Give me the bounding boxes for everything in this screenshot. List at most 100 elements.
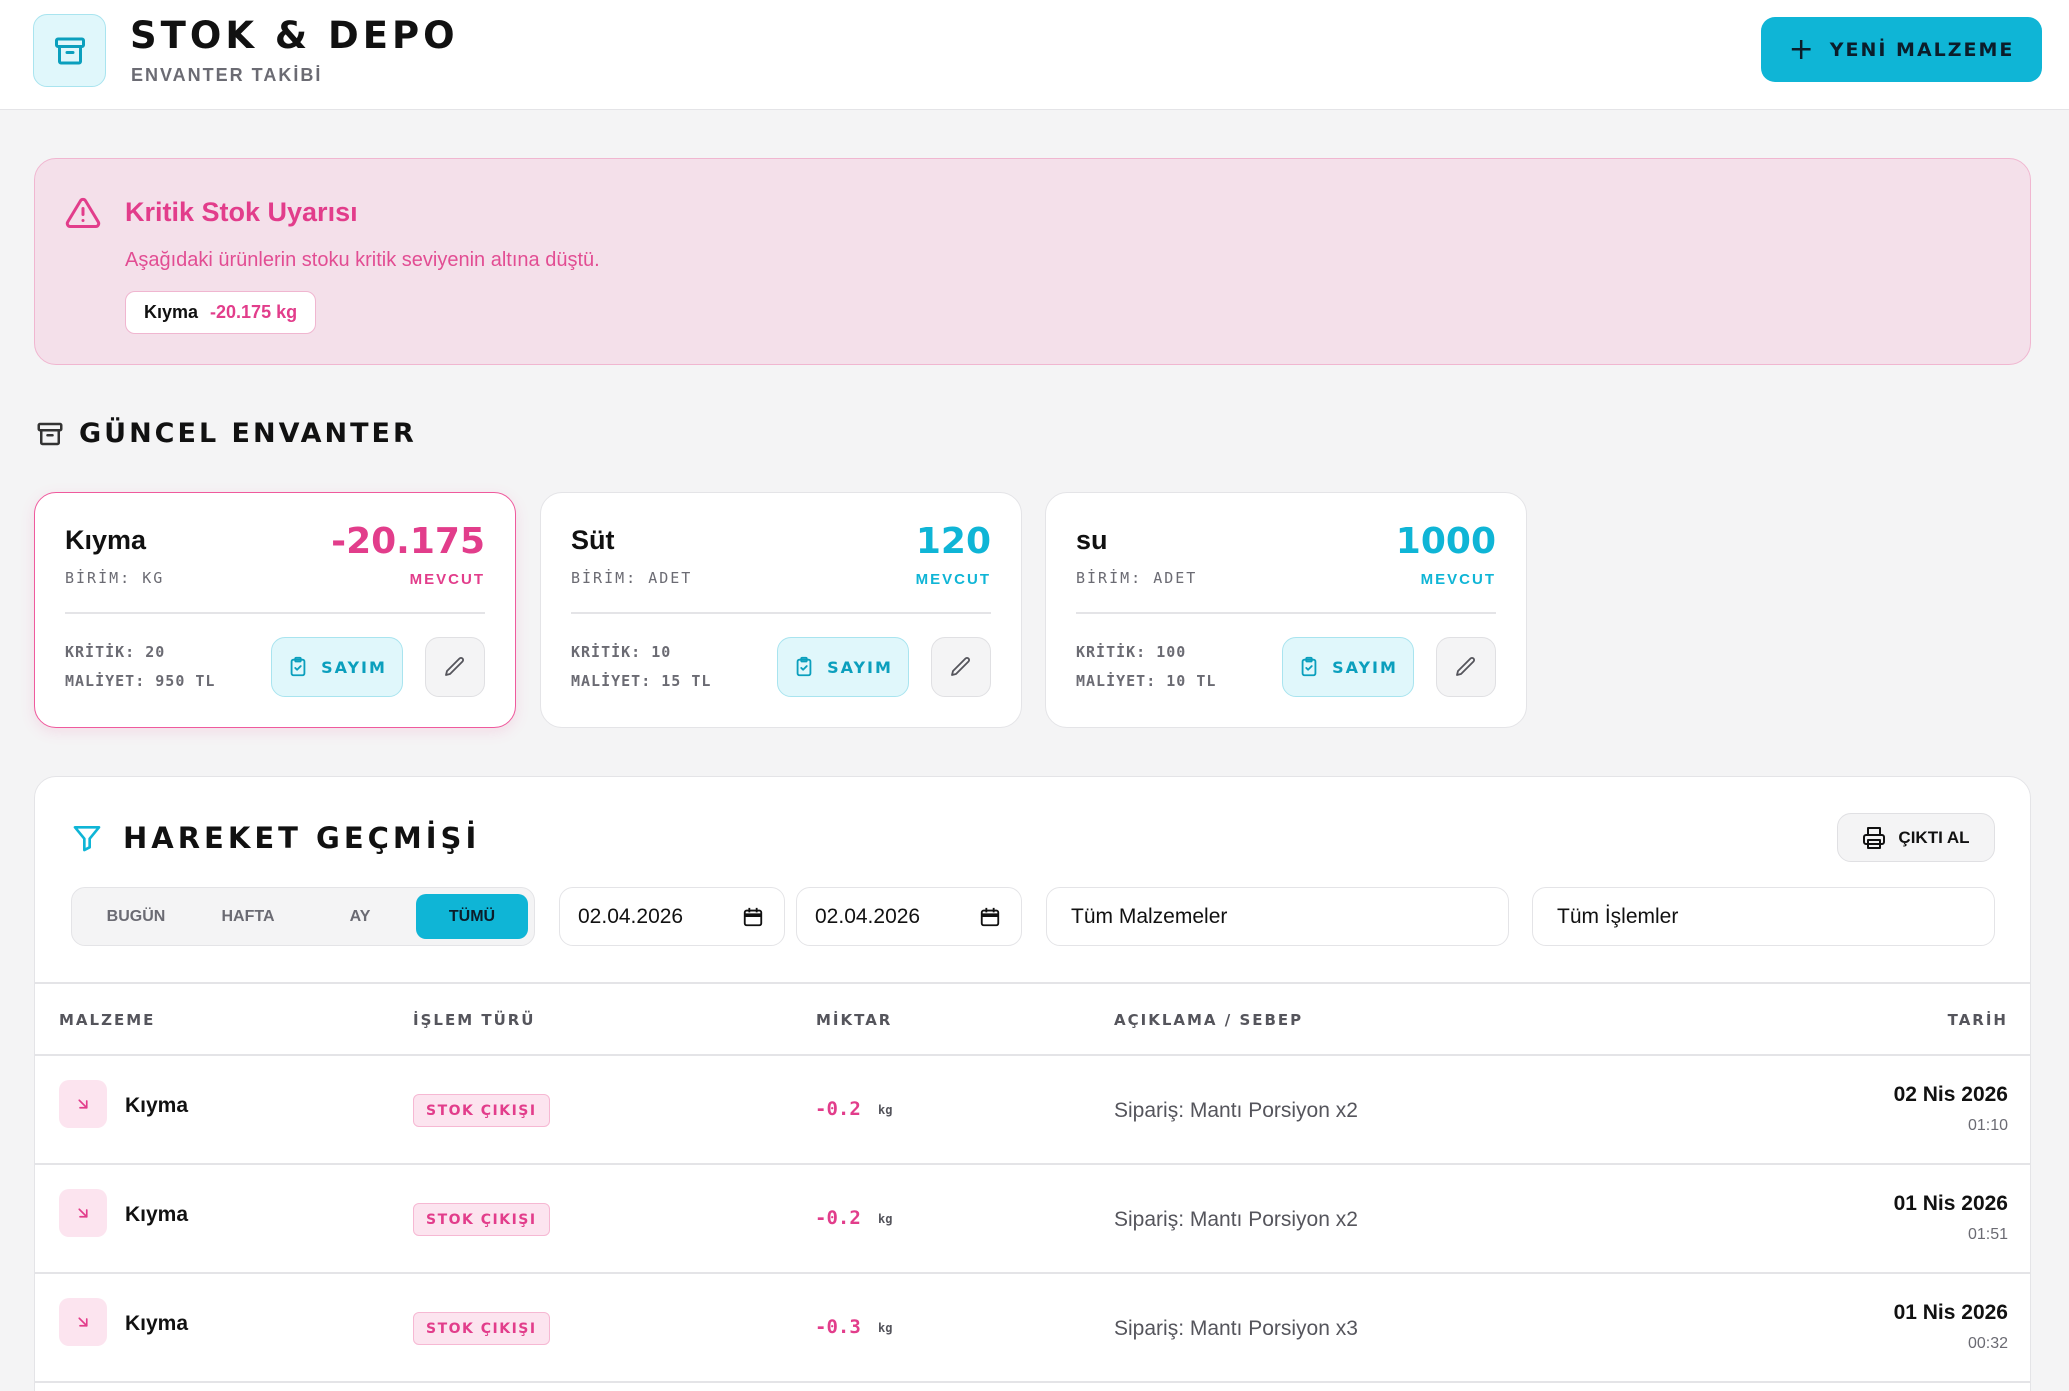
row-quantity-unit: kg xyxy=(878,1321,893,1335)
date-to-input[interactable]: 02.04.2026 xyxy=(796,887,1022,946)
row-divider xyxy=(35,1163,2030,1165)
print-button-label: ÇIKTI AL xyxy=(1898,827,1970,847)
card-name: Süt xyxy=(571,525,615,555)
edit-button[interactable] xyxy=(425,637,485,697)
arrow-down-right-icon xyxy=(59,1298,107,1346)
edit-button[interactable] xyxy=(1436,637,1496,697)
count-button-label: SAYIM xyxy=(827,657,893,677)
card-quantity: -20.175 xyxy=(331,521,485,562)
column-header-material: MALZEME xyxy=(59,1011,156,1029)
row-date: 02 Nis 2026 xyxy=(1893,1083,2008,1106)
period-selector: BUGÜN HAFTA AY TÜMÜ xyxy=(71,887,535,946)
card-unit: BİRİM: ADET xyxy=(571,569,693,587)
row-date: 01 Nis 2026 xyxy=(1893,1301,2008,1324)
card-quantity: 1000 xyxy=(1395,521,1496,562)
clipboard-check-icon xyxy=(796,656,812,677)
period-today[interactable]: BUGÜN xyxy=(106,907,166,925)
row-date: 01 Nis 2026 xyxy=(1893,1192,2008,1215)
count-button[interactable]: SAYIM xyxy=(777,637,909,697)
count-button-label: SAYIM xyxy=(1332,657,1398,677)
row-quantity-unit: kg xyxy=(878,1212,893,1226)
card-divider xyxy=(65,612,485,614)
row-quantity: -0.3 xyxy=(815,1316,861,1338)
row-divider xyxy=(35,1381,2030,1383)
date-to-value: 02.04.2026 xyxy=(815,904,921,928)
filter-icon xyxy=(73,826,101,852)
card-critical-level: KRİTİK: 20 xyxy=(65,643,166,661)
calendar-icon[interactable] xyxy=(979,906,1001,928)
inventory-card: su BİRİM: ADET 1000 MEVCUT KRİTİK: 100 M… xyxy=(1045,492,1527,728)
print-button[interactable]: ÇIKTI AL xyxy=(1837,813,1995,862)
alert-title: Kritik Stok Uyarısı xyxy=(125,197,358,227)
row-description: Sipariş: Mantı Porsiyon x2 xyxy=(1114,1099,1358,1122)
row-quantity: -0.2 xyxy=(815,1207,861,1229)
calendar-icon[interactable] xyxy=(742,906,764,928)
row-description: Sipariş: Mantı Porsiyon x2 xyxy=(1114,1208,1358,1231)
row-description: Sipariş: Mantı Porsiyon x3 xyxy=(1114,1317,1358,1340)
card-quantity: 120 xyxy=(915,521,991,562)
card-quantity-label: MEVCUT xyxy=(1420,571,1496,588)
new-material-button[interactable]: + YENİ MALZEME xyxy=(1761,17,2042,82)
printer-icon xyxy=(1863,826,1886,849)
card-critical-level: KRİTİK: 100 xyxy=(1076,643,1187,661)
operation-badge: STOK ÇIKIŞI xyxy=(413,1094,550,1127)
arrow-down-right-icon xyxy=(59,1080,107,1128)
row-material: Kıyma xyxy=(125,1203,189,1226)
period-all[interactable]: TÜMÜ xyxy=(416,894,528,939)
operation-filter-select[interactable]: Tüm İşlemler xyxy=(1532,887,1995,946)
app-subtitle: ENVANTER TAKİBİ xyxy=(131,65,323,85)
history-title: HAREKET GEÇMİŞİ xyxy=(123,821,481,855)
card-unit: BİRİM: KG xyxy=(65,569,165,587)
inventory-card: Süt BİRİM: ADET 120 MEVCUT KRİTİK: 10 MA… xyxy=(540,492,1022,728)
card-quantity-label: MEVCUT xyxy=(915,571,991,588)
operation-badge: STOK ÇIKIŞI xyxy=(413,1312,550,1345)
archive-icon xyxy=(37,422,63,445)
new-material-label: YENİ MALZEME xyxy=(1829,38,2015,61)
alert-item-value: -20.175 kg xyxy=(210,302,298,322)
column-header-operation: İŞLEM TÜRÜ xyxy=(413,1011,536,1029)
card-name: Kıyma xyxy=(65,525,147,555)
row-divider xyxy=(35,1272,2030,1274)
clipboard-check-icon xyxy=(290,656,306,677)
row-time: 00:32 xyxy=(1967,1335,2008,1352)
pencil-icon xyxy=(1456,657,1475,676)
alert-item-name: Kıyma xyxy=(144,302,199,322)
row-material: Kıyma xyxy=(125,1094,189,1117)
table-divider xyxy=(35,982,2030,984)
column-header-date: TARİH xyxy=(1947,1011,2008,1029)
card-divider xyxy=(1076,612,1496,614)
operation-badge: STOK ÇIKIŞI xyxy=(413,1203,550,1236)
period-week[interactable]: HAFTA xyxy=(221,907,275,925)
period-month[interactable]: AY xyxy=(349,907,371,925)
inventory-section-title: GÜNCEL ENVANTER xyxy=(35,418,417,449)
date-from-input[interactable]: 02.04.2026 xyxy=(559,887,785,946)
table-row: Kıyma STOK ÇIKIŞI -0.3 kg Sipariş: Mantı… xyxy=(35,1273,2030,1382)
arrow-down-right-icon xyxy=(59,1189,107,1237)
date-from-value: 02.04.2026 xyxy=(578,904,684,928)
card-cost: MALİYET: 950 TL xyxy=(65,672,216,690)
count-button[interactable]: SAYIM xyxy=(271,637,403,697)
card-divider xyxy=(571,612,991,614)
column-header-quantity: MİKTAR xyxy=(816,1011,893,1029)
critical-stock-alert: Kritik Stok Uyarısı Aşağıdaki ürünlerin … xyxy=(34,158,2031,365)
row-quantity-unit: kg xyxy=(878,1103,893,1117)
card-cost: MALİYET: 10 TL xyxy=(1076,672,1217,690)
row-quantity: -0.2 xyxy=(815,1098,861,1120)
count-button[interactable]: SAYIM xyxy=(1282,637,1414,697)
table-divider xyxy=(35,1054,2030,1056)
pencil-icon xyxy=(951,657,970,676)
edit-button[interactable] xyxy=(931,637,991,697)
table-row: Kıyma STOK ÇIKIŞI -0.2 kg Sipariş: Mantı… xyxy=(35,1055,2030,1164)
clipboard-check-icon xyxy=(1301,656,1317,677)
card-critical-level: KRİTİK: 10 xyxy=(571,643,672,661)
plus-icon: + xyxy=(1788,31,1816,67)
inventory-card: Kıyma BİRİM: KG -20.175 MEVCUT KRİTİK: 2… xyxy=(34,492,516,728)
card-unit: BİRİM: ADET xyxy=(1076,569,1198,587)
history-panel: HAREKET GEÇMİŞİ ÇIKTI AL BUGÜN HAFTA AY … xyxy=(34,776,2031,1391)
row-material: Kıyma xyxy=(125,1312,189,1335)
material-filter-select[interactable]: Tüm Malzemeler xyxy=(1046,887,1509,946)
inventory-title: GÜNCEL ENVANTER xyxy=(79,418,417,449)
alert-item-chip: Kıyma -20.175 kg xyxy=(125,291,317,334)
card-name: su xyxy=(1076,525,1108,555)
alert-message: Aşağıdaki ürünlerin stoku kritik seviyen… xyxy=(125,249,600,271)
